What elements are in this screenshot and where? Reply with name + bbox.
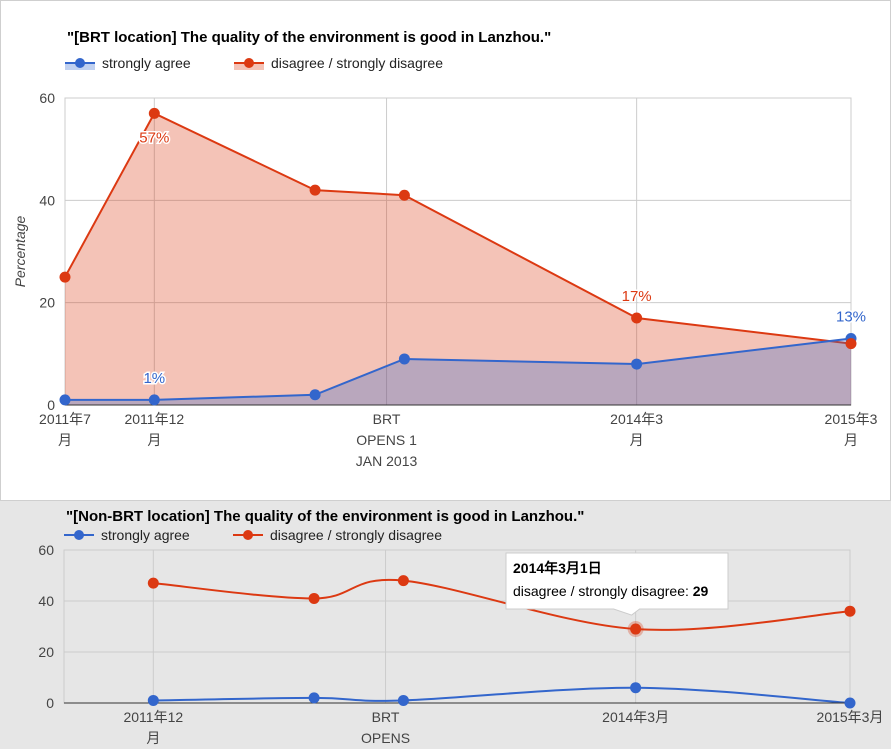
brt-legend-label: disagree / strongly disagree — [271, 55, 443, 71]
nonbrt-tooltip-value: 29 — [693, 583, 709, 599]
nonbrt-tooltip-body: disagree / strongly disagree: 29 — [513, 583, 709, 599]
nonbrt-chart-title: "[Non-BRT location] The quality of the e… — [66, 508, 584, 525]
nonbrt-x-tick: 2011年12 月 — [123, 709, 183, 746]
brt-data-label: 57% — [139, 129, 169, 146]
non-brt-chart-svg: "[Non-BRT location] The quality of the e… — [38, 508, 884, 746]
brt-point-disagree[interactable] — [59, 271, 71, 283]
nonbrt-point-disagree[interactable] — [844, 605, 856, 617]
brt-location-chart: "[BRT location] The quality of the envir… — [0, 0, 891, 501]
brt-legend-item-disagree[interactable]: disagree / strongly disagree — [234, 55, 443, 71]
brt-line-strongly-agree — [65, 337, 852, 401]
nonbrt-x-tick: 2015年3月 — [817, 709, 884, 725]
nonbrt-legend-item-strongly-agree[interactable]: strongly agree — [64, 527, 190, 543]
brt-y-tick: 0 — [47, 397, 55, 413]
nonbrt-y-tick: 0 — [46, 695, 54, 711]
brt-line-disagree — [64, 112, 852, 345]
nonbrt-point-strongly-agree[interactable] — [308, 692, 320, 704]
nonbrt-tooltip-title: 2014年3月1日 — [513, 560, 602, 576]
nonbrt-legend-marker — [74, 530, 84, 540]
brt-point-disagree[interactable] — [631, 312, 643, 324]
nonbrt-point-disagree[interactable] — [397, 575, 409, 587]
brt-legend-marker — [75, 58, 85, 68]
nonbrt-point-strongly-agree[interactable] — [630, 682, 642, 694]
brt-data-label: 17% — [622, 288, 652, 305]
brt-point-disagree[interactable] — [148, 107, 160, 119]
brt-legend-marker — [244, 58, 254, 68]
brt-legend-label: strongly agree — [102, 55, 191, 71]
nonbrt-line-disagree — [153, 578, 851, 631]
brt-y-tick: 40 — [39, 192, 55, 208]
brt-point-strongly-agree[interactable] — [148, 394, 160, 406]
nonbrt-legend-item-disagree[interactable]: disagree / strongly disagree — [233, 527, 442, 543]
brt-y-axis-label: Percentage — [12, 215, 28, 287]
brt-area-strongly-agree — [65, 338, 851, 405]
brt-data-label: 13% — [836, 308, 866, 325]
nonbrt-line-strongly-agree — [153, 686, 851, 704]
nonbrt-point-disagree[interactable] — [147, 577, 159, 589]
non-brt-location-chart: "[Non-BRT location] The quality of the e… — [0, 501, 891, 749]
nonbrt-legend-label: strongly agree — [101, 527, 190, 543]
brt-x-tick: 2015年3 月 — [825, 411, 878, 448]
nonbrt-point-disagree[interactable] — [630, 623, 642, 635]
brt-x-tick: BRT OPENS 1 JAN 2013 — [356, 411, 418, 469]
brt-point-strongly-agree[interactable] — [309, 389, 321, 401]
nonbrt-tooltip-label: disagree / strongly disagree: — [513, 583, 693, 599]
brt-point-disagree[interactable] — [398, 189, 410, 201]
brt-legend-item-strongly-agree[interactable]: strongly agree — [65, 55, 191, 71]
brt-area-disagree — [65, 113, 851, 405]
brt-x-tick: 2014年3 月 — [610, 411, 663, 448]
brt-x-tick: 2011年7 月 — [39, 411, 91, 448]
nonbrt-point-strongly-agree[interactable] — [147, 694, 159, 706]
brt-point-strongly-agree[interactable] — [398, 353, 410, 365]
brt-data-label: 1% — [143, 370, 165, 387]
nonbrt-tooltip-box — [505, 552, 729, 616]
brt-y-tick: 20 — [39, 295, 55, 311]
brt-chart-svg: "[BRT location] The quality of the envir… — [12, 29, 878, 469]
nonbrt-tooltip: 2014年3月1日 disagree / strongly disagree: 2… — [505, 552, 729, 616]
brt-x-tick: 2011年12 月 — [124, 411, 184, 448]
brt-chart-title: "[BRT location] The quality of the envir… — [67, 29, 551, 46]
nonbrt-point-strongly-agree[interactable] — [844, 697, 856, 709]
brt-y-tick: 60 — [39, 90, 55, 106]
nonbrt-legend-marker — [243, 530, 253, 540]
nonbrt-x-tick: BRT OPENS — [361, 709, 410, 746]
nonbrt-y-tick: 60 — [38, 542, 54, 558]
brt-point-strongly-agree[interactable] — [59, 394, 71, 406]
nonbrt-y-tick: 40 — [38, 593, 54, 609]
nonbrt-y-tick: 20 — [38, 644, 54, 660]
brt-point-disagree[interactable] — [309, 184, 321, 196]
brt-point-disagree[interactable] — [845, 338, 857, 350]
brt-point-strongly-agree[interactable] — [631, 358, 643, 370]
nonbrt-point-disagree[interactable] — [308, 592, 320, 604]
nonbrt-legend-label: disagree / strongly disagree — [270, 527, 442, 543]
nonbrt-point-strongly-agree[interactable] — [397, 694, 409, 706]
nonbrt-x-tick: 2014年3月 — [602, 709, 669, 725]
